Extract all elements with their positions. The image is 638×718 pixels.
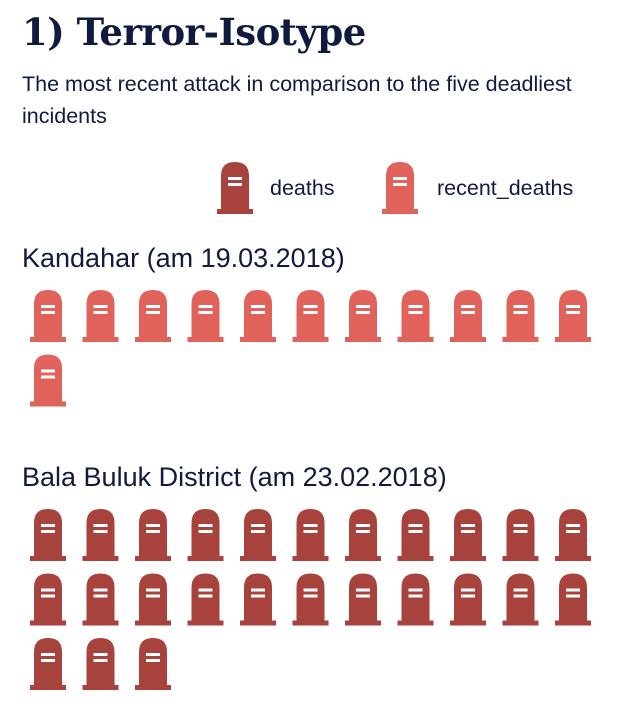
isotype-tombstone <box>502 290 539 342</box>
isotype-tombstone <box>30 354 66 407</box>
legend-tombstone <box>382 162 418 214</box>
isotype-tombstone <box>555 573 591 626</box>
isotype-tombstone <box>135 638 171 690</box>
isotype-tombstone <box>397 509 434 561</box>
isotype-tombstone <box>187 573 224 626</box>
isotype-tombstone <box>397 290 434 342</box>
isotype-tombstone <box>82 290 119 342</box>
legend-tombstone <box>217 162 253 214</box>
incident-isotype-bala-buluk <box>0 507 638 701</box>
isotype-tombstone <box>187 290 224 342</box>
isotype-tombstone <box>240 509 276 561</box>
isotype-tombstone <box>292 509 329 561</box>
tombstone-icon <box>217 162 253 214</box>
isotype-tombstone <box>397 573 434 626</box>
isotype-tombstone <box>555 290 591 342</box>
isotype-tombstone <box>555 509 591 561</box>
incident-title-bala-buluk: Bala Buluk District (am 23.02.2018) <box>22 462 447 492</box>
isotype-tombstone <box>450 290 486 342</box>
isotype-tombstone <box>30 638 66 690</box>
isotype-tombstone <box>345 509 381 561</box>
isotype-tombstone <box>292 290 329 342</box>
isotype-tombstone <box>240 573 276 626</box>
incident-isotype-kandahar <box>0 288 638 417</box>
isotype-tombstone <box>30 290 66 342</box>
isotype-tombstone <box>450 573 486 626</box>
isotype-tombstone <box>82 638 119 690</box>
isotype-tombstone <box>240 290 276 342</box>
legend: deaths recent_deaths <box>0 160 638 216</box>
isotype-tombstone <box>292 573 329 626</box>
isotype-tombstone <box>135 509 171 561</box>
isotype-tombstone <box>345 290 381 342</box>
isotype-tombstone <box>187 509 224 561</box>
isotype-tombstone <box>82 509 119 561</box>
isotype-tombstone <box>345 573 381 626</box>
isotype-tombstone <box>502 509 539 561</box>
isotype-tombstone <box>82 573 119 626</box>
page-subtitle: The most recent attack in comparison to … <box>22 72 572 128</box>
isotype-tombstone <box>450 509 486 561</box>
tombstone-icon <box>382 162 418 214</box>
isotype-tombstone <box>30 573 66 626</box>
isotype-tombstone <box>135 573 171 626</box>
legend-label-deaths: deaths <box>270 176 335 200</box>
isotype-tombstone <box>30 509 66 561</box>
page-title: 1) Terror-Isotype <box>22 10 366 54</box>
isotype-tombstone <box>135 290 171 342</box>
isotype-tombstone <box>502 573 539 626</box>
legend-label-recent-deaths: recent_deaths <box>437 176 574 200</box>
incident-title-kandahar: Kandahar (am 19.03.2018) <box>22 243 345 273</box>
